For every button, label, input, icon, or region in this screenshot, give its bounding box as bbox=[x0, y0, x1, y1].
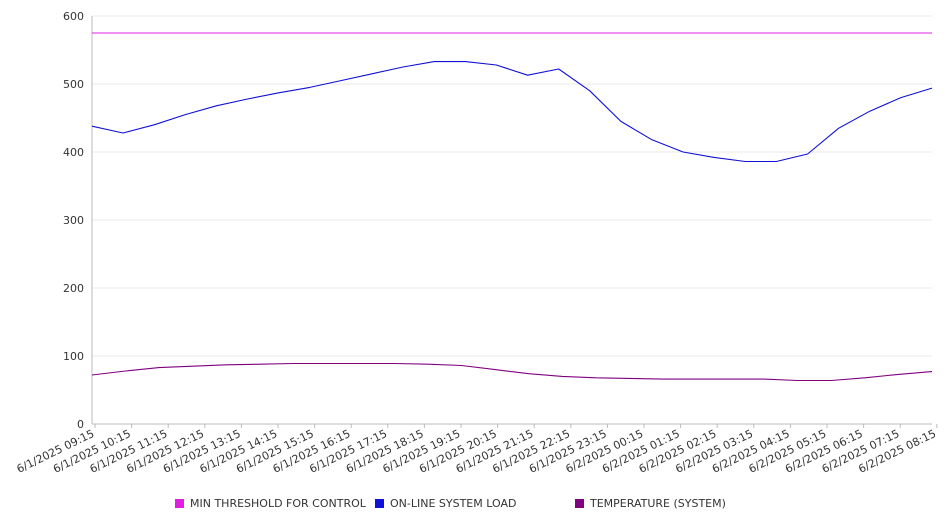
chart-legend: MIN THRESHOLD FOR CONTROL ON-LINE SYSTEM… bbox=[0, 497, 946, 515]
axis-layer bbox=[91, 16, 938, 428]
legend-label-min-threshold: MIN THRESHOLD FOR CONTROL bbox=[190, 497, 366, 510]
y-tick-labels: 0 100 200 300 400 500 600 bbox=[63, 10, 84, 431]
y-tick-label: 500 bbox=[63, 78, 84, 91]
series-line-temperature bbox=[91, 362, 933, 382]
y-tick-label: 300 bbox=[63, 214, 84, 227]
legend-item-temperature[interactable]: TEMPERATURE (SYSTEM) bbox=[575, 497, 726, 510]
legend-label-temperature: TEMPERATURE (SYSTEM) bbox=[590, 497, 726, 510]
legend-swatch-min-threshold bbox=[175, 499, 184, 508]
legend-item-system-load[interactable]: ON-LINE SYSTEM LOAD bbox=[375, 497, 516, 510]
legend-label-system-load: ON-LINE SYSTEM LOAD bbox=[390, 497, 517, 510]
series-line-system-load bbox=[91, 61, 933, 163]
legend-swatch-temperature bbox=[575, 499, 584, 508]
y-tick-label: 100 bbox=[63, 350, 84, 363]
y-tick-label: 400 bbox=[63, 146, 84, 159]
y-tick-label: 0 bbox=[77, 418, 84, 431]
series-layer bbox=[91, 32, 933, 382]
legend-item-min-threshold[interactable]: MIN THRESHOLD FOR CONTROL bbox=[175, 497, 366, 510]
legend-swatch-system-load bbox=[375, 499, 384, 508]
y-tick-label: 600 bbox=[63, 10, 84, 23]
x-tick-labels: 6/1/2025 09:156/1/2025 10:156/1/2025 11:… bbox=[15, 427, 939, 476]
grid-layer bbox=[92, 15, 932, 357]
y-tick-label: 200 bbox=[63, 282, 84, 295]
